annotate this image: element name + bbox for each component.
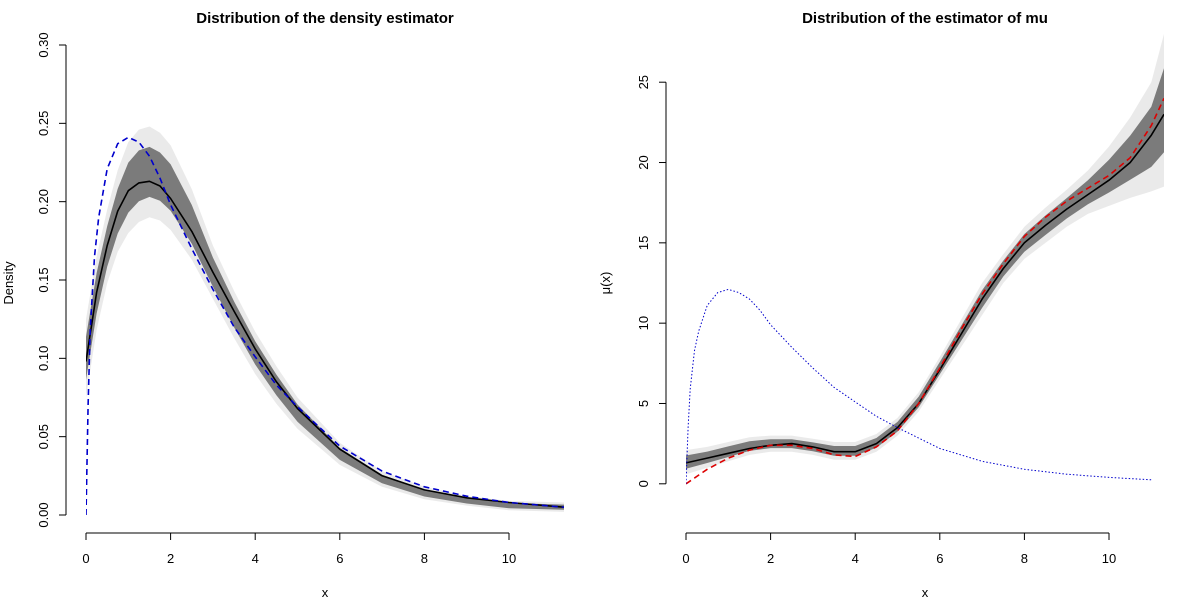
density-x-tick-label: 2 xyxy=(167,551,174,566)
mu-simulation-band-core xyxy=(686,68,1164,469)
density-x-tick-label: 4 xyxy=(252,551,259,566)
mu-x-tick-label: 10 xyxy=(1102,551,1116,566)
density-y-tick-label: 0.25 xyxy=(36,111,51,136)
mu-y-tick-label: 10 xyxy=(636,316,651,330)
mu-y-tick-label: 25 xyxy=(636,75,651,89)
mu-x-axis-label: x xyxy=(922,585,929,600)
density-solid-line xyxy=(86,180,564,508)
density-y-tick-label: 0.05 xyxy=(36,424,51,449)
mu-simulation-band-outer xyxy=(686,34,1164,475)
density-y-tick-label: 0.10 xyxy=(36,346,51,371)
mu-x-tick-label: 4 xyxy=(852,551,859,566)
mu-y-tick-label: 20 xyxy=(636,155,651,169)
density-y-tick-label: 0.30 xyxy=(36,32,51,57)
mu-panel: Distribution of the estimator of mu x μ(… xyxy=(598,10,1164,600)
mu-x-tick-label: 2 xyxy=(767,551,774,566)
mu-chart-title: Distribution of the estimator of mu xyxy=(802,10,1048,27)
mu-y-tick-label: 15 xyxy=(636,236,651,250)
mu-y-tick-label: 5 xyxy=(636,400,651,407)
mu-plot-area xyxy=(686,34,1164,485)
mu-x-tick-label: 6 xyxy=(936,551,943,566)
mu-x-tick-label: 8 xyxy=(1021,551,1028,566)
density-dashed-line xyxy=(86,136,564,516)
density-y-axis-label: Density xyxy=(1,261,16,305)
density-x-tick-label: 0 xyxy=(82,551,89,566)
density-simulation-band-core xyxy=(86,146,564,510)
mu-dashed-line xyxy=(686,97,1164,485)
density-x-tick-label: 8 xyxy=(421,551,428,566)
density-chart-title: Distribution of the density estimator xyxy=(196,10,454,27)
density-y-tick-label: 0.15 xyxy=(36,267,51,292)
mu-y-tick-label: 0 xyxy=(636,480,651,487)
density-x-tick-label: 10 xyxy=(502,551,516,566)
density-axes: 0 2 4 6 8 10 0.00 0.05 0.10 0.15 0.20 0.25 0.30 xyxy=(36,32,516,566)
density-y-tick-label: 0.20 xyxy=(36,189,51,214)
mu-x-tick-label: 0 xyxy=(682,551,689,566)
density-plot-area xyxy=(86,126,564,516)
density-panel: Distribution of the density estimator x … xyxy=(1,10,564,600)
mu-axes: 0 2 4 6 8 10 0 5 10 15 20 25 xyxy=(636,75,1116,566)
mu-dotted-line xyxy=(686,288,1152,484)
density-x-tick-label: 6 xyxy=(336,551,343,566)
density-x-axis-label: x xyxy=(322,585,329,600)
density-y-tick-label: 0.00 xyxy=(36,502,51,527)
mu-y-axis-label: μ(x) xyxy=(598,272,613,295)
